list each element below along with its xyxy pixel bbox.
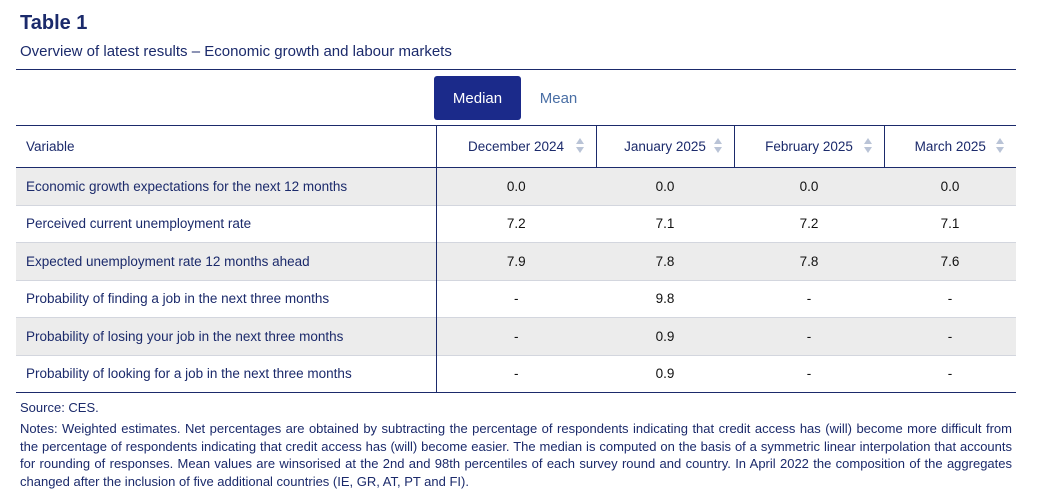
- value-cell: 0.0: [940, 178, 960, 194]
- value-cell: 7.1: [940, 216, 960, 232]
- variable-cell: Probability of finding a job in the next…: [16, 280, 437, 318]
- value-cell: -: [806, 366, 812, 382]
- sort-icon[interactable]: [713, 138, 722, 154]
- value-cell: -: [806, 291, 812, 307]
- variable-cell: Expected unemployment rate 12 months ahe…: [16, 242, 437, 280]
- value-cell: 7.6: [940, 253, 960, 269]
- value-cell: -: [806, 328, 812, 344]
- variable-cell: Perceived current unemployment rate: [16, 205, 437, 243]
- column-header-december-2024[interactable]: December 2024: [435, 125, 596, 168]
- sort-icon[interactable]: [863, 138, 872, 154]
- column-header-label: December 2024: [467, 139, 565, 154]
- value-cell: -: [514, 366, 519, 382]
- table-row: Perceived current unemployment rate 7.2 …: [16, 205, 1016, 243]
- mean-button[interactable]: Mean: [539, 89, 578, 107]
- value-cell: 9.8: [655, 291, 675, 307]
- column-header-label: January 2025: [624, 139, 706, 154]
- divider: [16, 69, 1016, 70]
- sort-icon[interactable]: [575, 138, 584, 154]
- table-title: Table 1: [20, 12, 88, 34]
- value-cell: -: [947, 328, 953, 344]
- value-cell: 7.2: [506, 216, 526, 232]
- value-cell: 7.1: [655, 216, 675, 232]
- value-cell: -: [514, 328, 519, 344]
- value-cell: 0.0: [799, 178, 819, 194]
- sort-icon[interactable]: [996, 138, 1004, 154]
- value-cell: 7.2: [799, 216, 819, 232]
- source-note: Source: CES.: [20, 400, 99, 415]
- column-header-february-2025[interactable]: February 2025: [733, 125, 884, 168]
- table-row: Probability of losing your job in the ne…: [16, 317, 1016, 355]
- column-header-label: February 2025: [765, 139, 853, 154]
- results-table: Variable December 2024 January 2025 Febr…: [16, 125, 1016, 393]
- value-cell: 7.8: [655, 253, 675, 269]
- value-cell: 0.9: [655, 328, 675, 344]
- table-header-row: Variable December 2024 January 2025 Febr…: [16, 125, 1016, 168]
- notes-text: Notes: Weighted estimates. Net percentag…: [20, 421, 1012, 489]
- variable-cell: Probability of losing your job in the ne…: [16, 317, 437, 355]
- value-cell: 0.9: [655, 366, 675, 382]
- table-row: Probability of finding a job in the next…: [16, 280, 1016, 318]
- value-cell: -: [947, 291, 953, 307]
- value-cell: 7.9: [506, 253, 526, 269]
- column-header-january-2025[interactable]: January 2025: [595, 125, 734, 168]
- value-cell: -: [947, 366, 953, 382]
- value-cell: -: [514, 291, 519, 307]
- median-mean-toggle: Median Mean: [434, 76, 596, 120]
- column-header-label: March 2025: [914, 139, 986, 154]
- median-button[interactable]: Median: [434, 76, 521, 120]
- value-cell: 0.0: [506, 178, 526, 194]
- variable-cell: Probability of looking for a job in the …: [16, 355, 437, 393]
- table-subtitle: Overview of latest results – Economic gr…: [20, 43, 452, 60]
- column-header-variable: Variable: [26, 139, 75, 154]
- value-cell: 7.8: [799, 253, 819, 269]
- table-row: Probability of looking for a job in the …: [16, 355, 1016, 393]
- variable-cell: Economic growth expectations for the nex…: [16, 167, 437, 205]
- column-header-march-2025[interactable]: March 2025: [883, 125, 1016, 168]
- table-row: Expected unemployment rate 12 months ahe…: [16, 242, 1016, 280]
- value-cell: 0.0: [655, 178, 675, 194]
- table-row: Economic growth expectations for the nex…: [16, 167, 1016, 205]
